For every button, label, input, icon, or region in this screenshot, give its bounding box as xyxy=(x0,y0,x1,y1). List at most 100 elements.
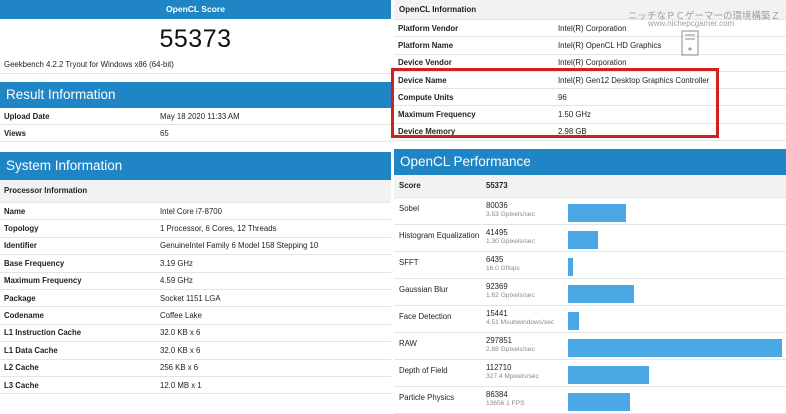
watermark-url: www.nichepcgamer.com xyxy=(648,19,735,28)
perf-score-bar xyxy=(568,393,630,412)
processor-info-value: 4.59 GHz xyxy=(160,276,193,286)
perf-score-bar xyxy=(568,285,634,304)
opencl-info-label: Device Name xyxy=(398,75,447,85)
perf-test-score: 112710 xyxy=(486,363,512,373)
processor-info-label: Base Frequency xyxy=(4,258,65,268)
opencl-info-row-device-vendor: Device Vendor Intel(R) Corporation xyxy=(394,55,786,72)
opencl-info-label: Platform Vendor xyxy=(398,23,459,33)
perf-test-rate: 13656.1 FPS xyxy=(486,400,525,408)
processor-info-row-l3-cache: L3 Cache 12.0 MB x 1 xyxy=(0,377,391,395)
opencl-info-value: Intel(R) Gen12 Desktop Graphics Controll… xyxy=(558,75,710,85)
processor-info-row-l1-instruction-cache: L1 Instruction Cache 32.0 KB x 6 xyxy=(0,325,391,343)
processor-info-row-topology: Topology 1 Processor, 6 Cores, 12 Threads xyxy=(0,220,391,238)
result-information-section: Result Information Upload Date May 18 202… xyxy=(0,82,391,142)
opencl-info-row-platform-name: Platform Name Intel(R) OpenCL HD Graphics xyxy=(394,37,786,55)
result-info-label: Upload Date xyxy=(4,111,50,121)
perf-test-name: Histogram Equalization xyxy=(399,231,480,241)
processor-info-value: 12.0 MB x 1 xyxy=(160,380,202,390)
opencl-info-value: Intel(R) OpenCL HD Graphics xyxy=(558,40,662,50)
processor-info-label: Name xyxy=(4,206,26,216)
processor-info-value: 1 Processor, 6 Cores, 12 Threads xyxy=(160,224,277,234)
perf-score-bar xyxy=(568,366,649,385)
perf-test-name: Particle Physics xyxy=(399,393,455,403)
perf-row-raw: RAW 297851 2.88 Gpixels/sec xyxy=(394,333,786,361)
perf-test-name: Face Detection xyxy=(399,312,452,322)
opencl-info-label: Platform Name xyxy=(398,40,454,50)
processor-info-value: Socket 1151 LGA xyxy=(160,293,221,303)
processor-info-value: Intel Core i7-8700 xyxy=(160,206,222,216)
processor-info-label: L3 Cache xyxy=(4,380,39,390)
processor-info-label: Topology xyxy=(4,224,39,234)
opencl-info-value: 1.50 GHz xyxy=(558,110,591,120)
performance-score-value: 55373 xyxy=(486,181,508,191)
right-column: OpenCL Information Platform Vendor Intel(… xyxy=(394,0,786,414)
processor-info-value: 32.0 KB x 6 xyxy=(160,328,201,338)
processor-info-label: Package xyxy=(4,293,36,303)
perf-test-score: 297851 xyxy=(486,336,513,346)
perf-row-particle-physics: Particle Physics 86384 13656.1 FPS xyxy=(394,387,786,414)
opencl-info-row-platform-vendor: Platform Vendor Intel(R) Corporation xyxy=(394,20,786,38)
result-info-row-views: Views 65 xyxy=(0,125,391,142)
processor-info-row-name: Name Intel Core i7-8700 xyxy=(0,203,391,221)
processor-info-row-base-frequency: Base Frequency 3.19 GHz xyxy=(0,255,391,273)
result-info-value: May 18 2020 11:33 AM xyxy=(160,111,240,121)
processor-info-value: Coffee Lake xyxy=(160,311,202,321)
processor-info-label: L2 Cache xyxy=(4,363,39,373)
opencl-info-label: Device Memory xyxy=(398,127,456,137)
processor-info-label: Codename xyxy=(4,311,44,321)
perf-score-bar xyxy=(568,312,579,331)
perf-test-score: 15441 xyxy=(486,309,508,319)
opencl-info-value: Intel(R) Corporation xyxy=(558,23,627,33)
perf-score-bar xyxy=(568,231,598,250)
score-card-title: OpenCL Score xyxy=(0,0,391,19)
result-info-value: 65 xyxy=(160,128,169,138)
opencl-info-value: 2.98 GB xyxy=(558,127,587,137)
opencl-performance-section: OpenCL Performance Score 55373 Sobel 8003… xyxy=(394,149,786,414)
watermark-title: ニッチなＰＣゲーマーの環境構築Ｚ xyxy=(627,11,780,22)
result-info-label: Views xyxy=(4,128,26,138)
perf-test-name: Depth of Field xyxy=(399,366,448,376)
processor-information-subheader: Processor Information xyxy=(0,180,391,203)
processor-info-row-package: Package Socket 1151 LGA xyxy=(0,290,391,308)
processor-info-label: L1 Data Cache xyxy=(4,345,58,355)
opencl-info-label: Compute Units xyxy=(398,92,454,102)
perf-row-sobel: Sobel 80036 3.53 Gpixels/sec xyxy=(394,198,786,226)
system-information-section: System Information Processor Information… xyxy=(0,152,391,395)
perf-row-depth-of-field: Depth of Field 112710 327.4 Mpixels/sec xyxy=(394,360,786,388)
processor-info-row-codename: Codename Coffee Lake xyxy=(0,307,391,325)
perf-test-rate: 1.30 Gpixels/sec xyxy=(486,238,535,246)
result-information-title: Result Information xyxy=(0,82,391,108)
perf-test-score: 92369 xyxy=(486,282,508,292)
benchmark-version: Geekbench 4.2.2 Tryout for Windows x86 (… xyxy=(0,58,391,74)
processor-info-value: 3.19 GHz xyxy=(160,258,193,268)
processor-info-label: Maximum Frequency xyxy=(4,276,82,286)
perf-score-bar xyxy=(568,258,573,277)
device-highlight-box xyxy=(391,68,719,138)
opencl-info-label: Device Vendor xyxy=(398,58,452,68)
processor-info-label: Identifier xyxy=(4,241,37,251)
perf-test-rate: 3.53 Gpixels/sec xyxy=(486,211,535,219)
opencl-information-section: OpenCL Information Platform Vendor Intel(… xyxy=(394,0,786,142)
perf-test-name: Sobel xyxy=(399,204,419,214)
opencl-information-title: OpenCL Information xyxy=(394,0,786,20)
site-watermark: ニッチなＰＣゲーマーの環境構築Ｚ www.nichepcgamer.com xyxy=(618,7,782,56)
performance-score-row: Score 55373 xyxy=(394,175,786,199)
perf-test-rate: 4.51 Msubwindows/sec xyxy=(486,319,555,327)
perf-score-bar xyxy=(568,339,782,358)
perf-row-sfft: SFFT 6435 16.0 Gflops xyxy=(394,252,786,280)
processor-info-value: 32.0 KB x 6 xyxy=(160,345,201,355)
perf-test-rate: 1.62 Gpixels/sec xyxy=(486,292,535,300)
perf-test-rate: 2.88 Gpixels/sec xyxy=(486,346,535,354)
pc-tower-icon xyxy=(681,30,699,56)
opencl-info-row-maximum-frequency: Maximum Frequency 1.50 GHz xyxy=(394,106,786,124)
perf-test-score: 41495 xyxy=(486,228,508,238)
performance-score-label: Score xyxy=(399,181,421,191)
result-info-row-upload-date: Upload Date May 18 2020 11:33 AM xyxy=(0,108,391,125)
processor-info-row-l2-cache: L2 Cache 256 KB x 6 xyxy=(0,360,391,377)
perf-score-bar xyxy=(568,204,626,223)
perf-row-face-detection: Face Detection 15441 4.51 Msubwindows/sec xyxy=(394,306,786,334)
processor-info-row-maximum-frequency: Maximum Frequency 4.59 GHz xyxy=(0,273,391,290)
processor-info-row-identifier: Identifier GenuineIntel Family 6 Model 15… xyxy=(0,238,391,256)
opencl-info-value: 96 xyxy=(558,92,567,102)
perf-row-histogram-equalization: Histogram Equalization 41495 1.30 Gpixels/… xyxy=(394,225,786,253)
